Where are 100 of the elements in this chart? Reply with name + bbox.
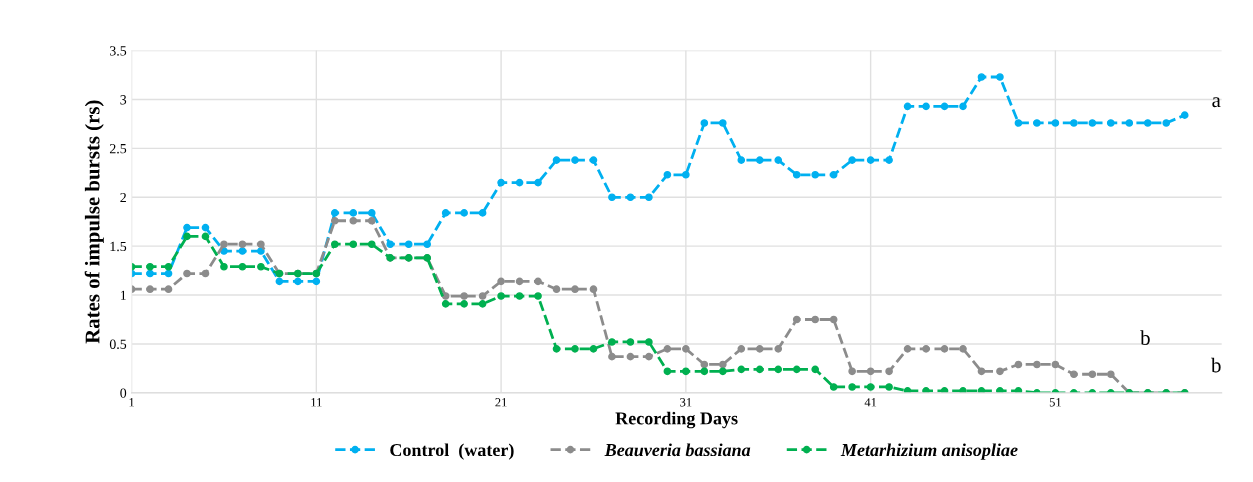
point <box>700 119 709 127</box>
point <box>330 216 339 225</box>
point <box>755 345 764 353</box>
point <box>515 292 524 300</box>
point <box>1088 119 1097 127</box>
point <box>774 365 783 374</box>
point <box>294 277 302 286</box>
point <box>866 383 875 391</box>
point <box>460 209 468 217</box>
y-tick-label: 3.5 <box>110 46 127 56</box>
point <box>663 367 672 376</box>
x-tick-label: 51 <box>1049 398 1061 407</box>
point <box>330 209 339 217</box>
point <box>201 223 210 232</box>
point <box>811 365 820 374</box>
point <box>608 193 616 202</box>
point <box>922 102 930 111</box>
point <box>1014 119 1023 127</box>
x-axis-title: Recording Days <box>615 411 738 429</box>
point <box>792 365 801 374</box>
y-tick-label: 0 <box>120 388 127 398</box>
point <box>922 345 930 353</box>
point <box>349 209 358 217</box>
point <box>404 240 413 249</box>
point <box>922 387 930 393</box>
point <box>682 345 690 353</box>
point <box>534 178 542 187</box>
point <box>829 170 838 179</box>
y-tick-label: 2 <box>120 192 126 203</box>
point <box>1143 119 1152 127</box>
x-tick-label: 31 <box>680 398 692 407</box>
point <box>238 240 247 249</box>
point <box>755 365 764 374</box>
point <box>1106 119 1115 127</box>
point <box>164 269 173 278</box>
point <box>497 178 505 187</box>
point <box>1033 360 1041 369</box>
x-tick-label: 41 <box>864 398 877 407</box>
point <box>792 170 801 179</box>
point <box>571 285 579 294</box>
point <box>460 292 468 300</box>
point <box>534 277 542 286</box>
x-tick-label: 21 <box>495 398 507 407</box>
y-tick-label: 0.5 <box>109 339 127 349</box>
point <box>312 277 321 286</box>
point <box>1106 370 1115 379</box>
point <box>220 240 228 249</box>
point <box>996 73 1004 81</box>
legend-label: Beauveria bassiana <box>604 443 751 457</box>
point <box>774 345 783 353</box>
point <box>755 156 764 164</box>
point <box>903 102 912 111</box>
point <box>478 300 487 308</box>
point <box>367 240 376 249</box>
point <box>146 285 154 294</box>
point <box>201 269 210 278</box>
point <box>940 102 949 111</box>
point <box>423 240 432 249</box>
legend-label: Metarhizium anisopliae <box>840 443 1018 460</box>
point <box>608 338 616 346</box>
point <box>441 209 450 217</box>
point <box>959 102 967 111</box>
y-tick-label: 1.5 <box>110 241 127 252</box>
point <box>700 360 709 369</box>
point <box>460 300 468 308</box>
point <box>737 156 746 164</box>
point <box>626 352 635 361</box>
point <box>164 285 173 294</box>
point <box>1125 119 1134 127</box>
point <box>792 315 801 324</box>
point <box>1070 119 1078 127</box>
legend-label: Control (water) <box>390 443 514 460</box>
point <box>663 170 672 179</box>
annotation: b <box>1140 330 1150 345</box>
point <box>257 247 265 255</box>
point <box>183 269 191 278</box>
point <box>552 345 561 353</box>
point <box>552 156 561 164</box>
point <box>1162 119 1171 127</box>
point <box>183 232 191 241</box>
point <box>996 387 1004 393</box>
point <box>626 338 635 346</box>
point <box>183 223 191 232</box>
annotation: a <box>1212 97 1221 108</box>
point <box>885 383 893 391</box>
point <box>811 170 820 179</box>
y-tick-label: 3 <box>120 95 127 105</box>
point <box>552 285 561 294</box>
point <box>866 367 875 376</box>
point <box>257 240 265 249</box>
point <box>626 193 635 202</box>
point <box>885 367 893 376</box>
point <box>330 240 339 249</box>
point <box>848 367 856 376</box>
point <box>1051 119 1060 127</box>
point <box>1070 370 1078 379</box>
point <box>940 345 949 353</box>
point <box>367 216 376 225</box>
point <box>848 156 856 164</box>
point <box>367 209 376 217</box>
